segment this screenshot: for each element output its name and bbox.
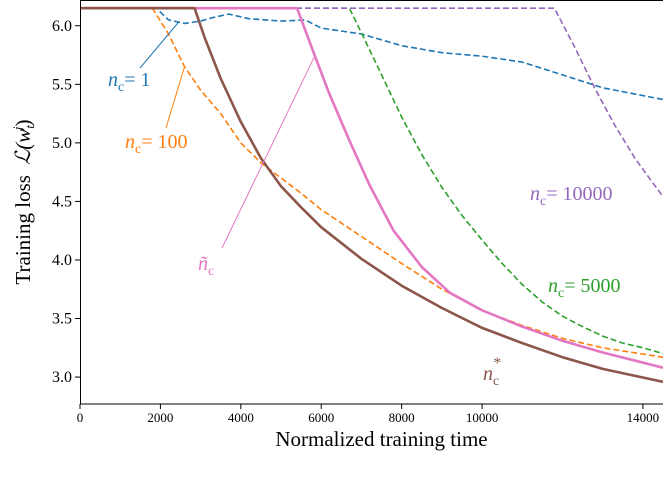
axes-frame bbox=[80, 0, 663, 405]
annotation-tilde-n-c: ñc bbox=[198, 54, 316, 279]
annotation-pointer bbox=[165, 66, 186, 129]
x-tick-label: 10000 bbox=[466, 410, 499, 425]
y-tick-label: 5.5 bbox=[52, 76, 72, 93]
y-axis-title-text: Training loss bbox=[11, 175, 35, 285]
series-line-n-c-1 bbox=[80, 7, 663, 101]
annotation-label: nc= 100 bbox=[125, 131, 188, 157]
y-tick-label: 5.0 bbox=[52, 135, 72, 152]
y-tick-label: 4.5 bbox=[52, 193, 72, 210]
y-axis-title-math: ℒ(w bbox=[11, 129, 35, 165]
annotation-label: nc= 1 bbox=[108, 69, 151, 95]
series-line-n-c bbox=[80, 6, 663, 384]
y-axis-ticks: 3.0 3.5 4.0 4.5 5.0 5.5 6.0 bbox=[52, 18, 80, 386]
y-axis-title-math-sup: j bbox=[10, 126, 25, 132]
annotation-n-c: nc* bbox=[483, 355, 501, 389]
x-tick-label: 0 bbox=[77, 410, 84, 425]
x-tick-label: 4000 bbox=[228, 410, 254, 425]
annotation-label: nc= 5000 bbox=[548, 275, 621, 301]
annotation-pointer bbox=[139, 21, 179, 69]
plot-lines bbox=[80, 6, 663, 384]
x-tick-label: 8000 bbox=[389, 410, 415, 425]
y-axis-title: Training loss ℒ(wtj) bbox=[10, 119, 37, 284]
x-tick-label: 14000 bbox=[627, 410, 660, 425]
annotation-n-c-100: nc= 100 bbox=[125, 66, 188, 157]
annotation-label: ñc bbox=[198, 253, 214, 279]
annotation-pointer bbox=[221, 54, 316, 249]
annotations: nc= 1 nc= 100 nc= 10000 nc= 5000 ñc nc* bbox=[108, 21, 621, 389]
x-axis-title: Normalized training time bbox=[275, 427, 487, 451]
x-tick-label: 2000 bbox=[147, 410, 173, 425]
annotation-n-c-5000: nc= 5000 bbox=[548, 275, 621, 301]
series-line-n-c-5000 bbox=[80, 7, 663, 355]
annotation-label: nc= 10000 bbox=[530, 183, 613, 209]
annotation-n-c-10000: nc= 10000 bbox=[530, 183, 613, 209]
series-line-n-c-10000 bbox=[80, 7, 663, 198]
x-axis-ticks: 0 2000 4000 6000 8000 10000 14000 bbox=[77, 404, 659, 425]
series-line-tilde-n-c bbox=[80, 6, 663, 369]
x-tick-label: 6000 bbox=[308, 410, 334, 425]
y-tick-label: 4.0 bbox=[52, 252, 72, 269]
y-tick-label: 3.5 bbox=[52, 311, 72, 328]
y-axis-title-math-sub: t bbox=[22, 125, 37, 129]
y-tick-label: 3.0 bbox=[52, 369, 72, 386]
annotation-label: nc* bbox=[483, 355, 501, 389]
annotation-n-c-1: nc= 1 bbox=[108, 21, 179, 95]
y-tick-label: 6.0 bbox=[52, 18, 72, 35]
